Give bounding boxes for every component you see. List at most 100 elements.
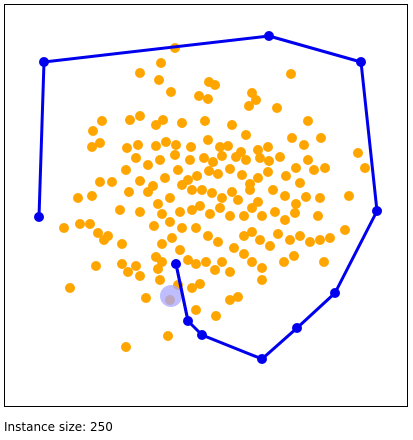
tour-vertex[interactable]	[264, 31, 274, 41]
instance-point	[353, 148, 363, 158]
instance-point	[167, 233, 177, 243]
instance-point	[287, 133, 297, 143]
instance-point	[257, 263, 267, 273]
instance-point	[281, 171, 291, 181]
instance-point	[285, 235, 295, 245]
instance-point	[255, 235, 265, 245]
instance-point	[295, 178, 305, 188]
instance-point	[131, 153, 141, 163]
instance-point	[135, 176, 145, 186]
instance-point	[239, 231, 249, 241]
instance-point	[65, 283, 75, 293]
instance-point	[117, 259, 127, 269]
instance-point	[85, 219, 95, 229]
instance-point	[160, 173, 170, 183]
instance-point	[320, 163, 330, 173]
instance-point	[117, 239, 127, 249]
instance-point	[155, 155, 165, 165]
instance-point	[210, 80, 220, 90]
instance-point	[279, 257, 289, 267]
instance-point	[135, 111, 145, 121]
tour-vertex[interactable]	[292, 323, 302, 333]
instance-point	[177, 223, 187, 233]
instance-point	[291, 163, 301, 173]
instance-point	[155, 275, 165, 285]
instance-point	[247, 227, 257, 237]
instance-point	[158, 115, 168, 125]
instance-point	[163, 331, 173, 341]
instance-point	[325, 233, 335, 243]
instance-point	[91, 261, 101, 271]
instance-point	[195, 201, 205, 211]
instance-point	[135, 271, 145, 281]
instance-point	[295, 231, 305, 241]
tour-vertex[interactable]	[372, 206, 382, 216]
instance-point	[135, 207, 145, 217]
instance-point	[191, 305, 201, 315]
tour-vertex[interactable]	[171, 259, 181, 269]
instance-point	[124, 187, 134, 197]
instance-point	[315, 235, 325, 245]
tour-vertex[interactable]	[330, 288, 340, 298]
tour-path-segment	[174, 263, 190, 322]
instance-point	[263, 142, 273, 152]
instance-point	[187, 205, 197, 215]
instance-point	[303, 116, 313, 126]
instance-point	[270, 207, 280, 217]
instance-point	[286, 69, 296, 79]
instance-point	[247, 203, 257, 213]
instance-point	[135, 68, 145, 78]
tour-vertex[interactable]	[197, 330, 207, 340]
instance-point	[191, 223, 201, 233]
instance-point	[156, 58, 166, 68]
instance-point	[95, 138, 105, 148]
instance-point	[107, 177, 117, 187]
instance-point	[315, 193, 325, 203]
instance-point	[225, 211, 235, 221]
instance-point	[239, 249, 249, 259]
instance-point	[165, 193, 175, 203]
instance-point	[75, 219, 85, 229]
canvas-frame[interactable]	[4, 4, 408, 407]
instance-point	[161, 137, 171, 147]
instance-point	[309, 165, 319, 175]
instance-point	[199, 153, 209, 163]
instance-point	[151, 141, 161, 151]
instance-point	[187, 283, 197, 293]
instance-point	[303, 155, 313, 165]
instance-point	[257, 275, 267, 285]
instance-point	[313, 211, 323, 221]
instance-point	[175, 207, 185, 217]
instance-point	[237, 170, 247, 180]
tour-vertex[interactable]	[183, 316, 193, 326]
tour-vertex[interactable]	[39, 57, 49, 67]
instance-point	[263, 167, 273, 177]
instance-point	[215, 203, 225, 213]
instance-point	[201, 257, 211, 267]
instance-point	[122, 143, 132, 153]
instance-size-label: Instance size: 250	[4, 420, 113, 434]
tour-vertex[interactable]	[257, 354, 267, 364]
instance-point	[264, 156, 274, 166]
instance-point	[247, 257, 257, 267]
tour-vertex[interactable]	[34, 212, 44, 222]
instance-point	[170, 150, 180, 160]
instance-point	[191, 259, 201, 269]
instance-point	[165, 217, 175, 227]
instance-point	[93, 228, 103, 238]
tsp-plot[interactable]	[0, 0, 413, 410]
instance-point	[166, 87, 176, 97]
instance-point	[208, 157, 218, 167]
instance-point	[203, 231, 213, 241]
instance-point	[200, 116, 210, 126]
instance-point	[360, 163, 370, 173]
instance-point	[97, 116, 107, 126]
instance-point	[344, 191, 354, 201]
instance-point	[231, 152, 241, 162]
tour-vertex[interactable]	[356, 57, 366, 67]
instance-point	[316, 133, 326, 143]
instance-point	[211, 311, 221, 321]
instance-point	[275, 152, 285, 162]
instance-point	[305, 237, 315, 247]
instance-point	[149, 221, 159, 231]
